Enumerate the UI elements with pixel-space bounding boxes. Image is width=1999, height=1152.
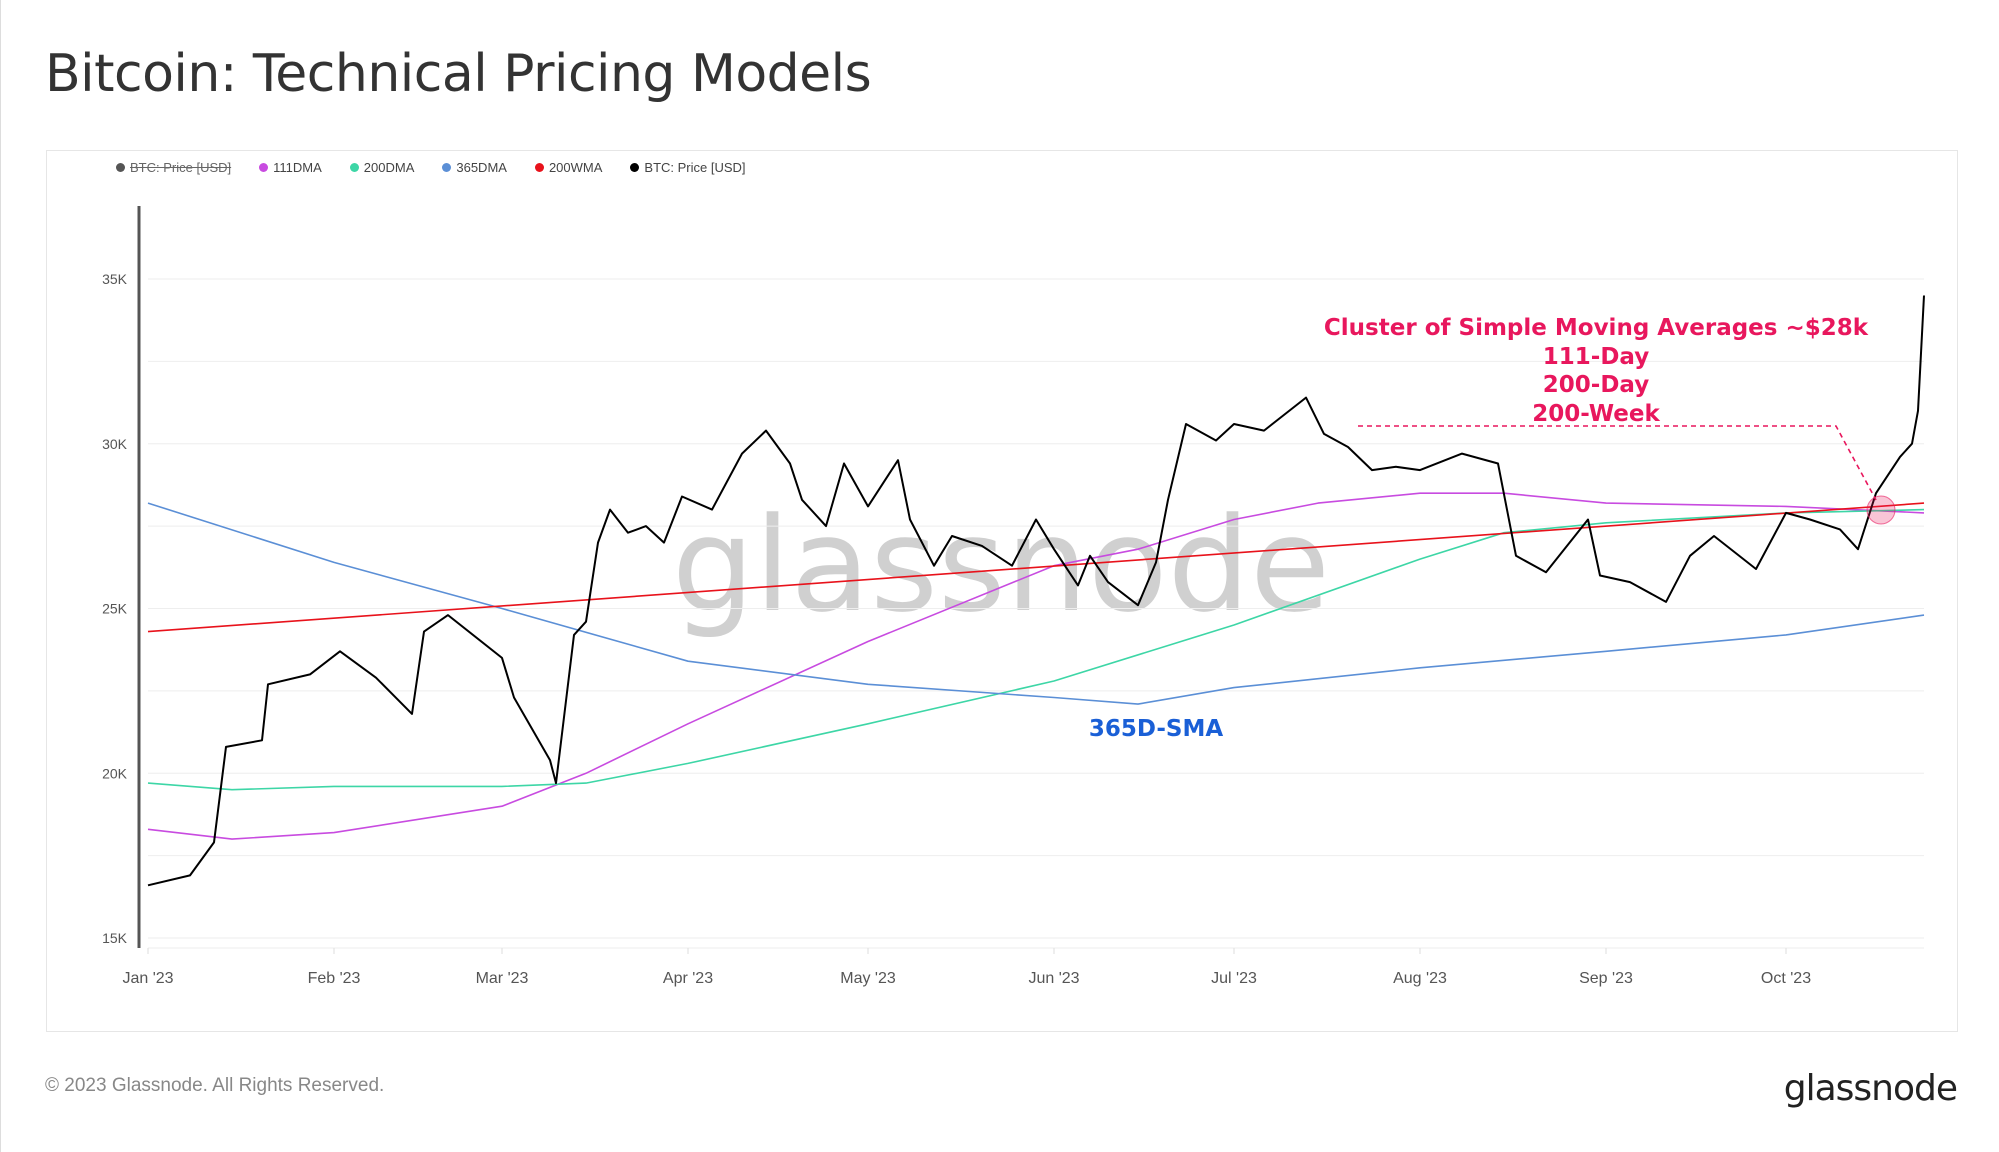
legend-dot-icon <box>116 163 125 172</box>
legend-dot-icon <box>259 163 269 172</box>
x-tick-label: Jun '23 <box>1028 970 1079 987</box>
x-tick-label: Oct '23 <box>1761 970 1811 987</box>
y-tick-label: 30K <box>102 436 128 452</box>
legend-item-btc-price-usd[interactable]: BTC: Price [USD] <box>116 160 231 175</box>
x-tick-label: May '23 <box>840 970 896 987</box>
y-tick-label: 20K <box>102 765 128 781</box>
x-tick-label: Aug '23 <box>1393 970 1447 987</box>
annotation-cluster-title: Cluster of Simple Moving Averages ~$28k <box>1324 315 1869 341</box>
x-tick-label: Sep '23 <box>1579 970 1633 987</box>
legend-dot-icon <box>534 163 544 172</box>
legend-label: 111DMA <box>273 160 322 175</box>
series-line-365dma <box>147 502 1925 705</box>
x-tick-label: Feb '23 <box>308 970 361 987</box>
annotation-dashed-pointer <box>1358 425 1877 501</box>
annotation-cluster-circle <box>1866 495 1896 525</box>
annotation-365d-sma: 365D-SMA <box>1089 716 1224 742</box>
legend: BTC: Price [USD] 111DMA 200DMA 365DMA 200WMA… <box>116 160 746 175</box>
series-line-200wma <box>147 502 1925 633</box>
series-line-btc-price-usd <box>147 295 1925 887</box>
legend-item-111dma[interactable]: 111DMA <box>259 160 322 175</box>
legend-label: BTC: Price [USD] <box>644 160 746 175</box>
legend-label: 200WMA <box>548 160 603 175</box>
annotation-200-week: 200-Week <box>1532 401 1660 427</box>
glassnode-logo[interactable]: glassnode <box>1783 1068 1958 1109</box>
legend-item-200wma[interactable]: 200WMA <box>534 160 603 175</box>
watermark: glassnode <box>672 489 1330 641</box>
legend-item-365dma[interactable]: 365DMA <box>442 160 507 175</box>
legend-item-200dma[interactable]: 200DMA <box>349 160 415 175</box>
x-tick-label: Apr '23 <box>663 970 713 987</box>
legend-label: 200DMA <box>363 160 415 175</box>
legend-label: 365DMA <box>456 160 507 175</box>
legend-dot-icon <box>442 163 452 172</box>
x-tick-label: Jul '23 <box>1211 970 1257 987</box>
x-tick-label: Jan '23 <box>122 970 173 987</box>
legend-dot-icon <box>630 163 640 172</box>
series-line-111dma <box>147 492 1925 840</box>
legend-label: BTC: Price [USD] <box>130 160 232 175</box>
page-title: Bitcoin: Technical Pricing Models <box>45 44 872 104</box>
y-tick-label: 35K <box>102 271 128 287</box>
chart-panel <box>46 150 1958 1032</box>
y-tick-label: 25K <box>102 601 128 617</box>
legend-item-btc-price-usd[interactable]: BTC: Price [USD] <box>630 160 746 175</box>
legend-dot-icon <box>349 163 359 172</box>
x-tick-label: Mar '23 <box>476 970 529 987</box>
annotation-200-day: 200-Day <box>1543 372 1649 398</box>
copyright-footer: © 2023 Glassnode. All Rights Reserved. <box>45 1075 385 1096</box>
y-tick-label: 15K <box>102 930 128 946</box>
annotation-111-day: 111-Day <box>1543 344 1649 370</box>
